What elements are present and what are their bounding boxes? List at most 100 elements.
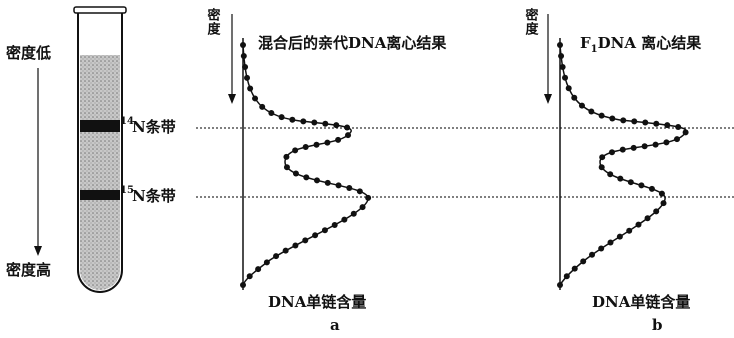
curve-dot <box>365 195 371 201</box>
curve-dot <box>346 185 352 191</box>
curve-dot <box>303 144 309 150</box>
axis-label: 密度 <box>205 7 222 36</box>
x-axis-label: DNA单链含量 <box>268 293 366 311</box>
curve-dot <box>562 75 568 81</box>
curve-dot <box>638 182 644 188</box>
band-14n <box>80 120 120 132</box>
curve-dot <box>336 182 342 188</box>
curve-dot <box>303 174 309 180</box>
tube-bottom-label: 密度高 <box>6 261 51 279</box>
curve-dot <box>598 246 604 252</box>
curve-dot <box>284 164 290 170</box>
curve-dot <box>255 266 261 272</box>
curve-dot <box>259 104 265 110</box>
curve-dot <box>675 124 681 130</box>
band-label: N条带 <box>132 118 176 136</box>
diagram: 密度低 密度高 14 N条带 15 N条带 密度 混合后的亲代DNA离心结果 D… <box>0 0 734 338</box>
curve-dot <box>341 217 347 223</box>
curve-dot <box>292 147 298 153</box>
curve-dot <box>661 200 667 206</box>
curve-dot <box>609 149 615 155</box>
axis-label: 密度 <box>523 7 540 36</box>
curve-dot <box>357 188 363 194</box>
curve-dot <box>620 117 626 123</box>
curve-dot <box>314 177 320 183</box>
curve-dot <box>292 242 298 248</box>
curve-dot <box>659 191 665 197</box>
curve-dot <box>572 266 578 272</box>
curve-dot <box>240 282 246 288</box>
curve-dot <box>557 42 563 48</box>
curve-dot <box>609 115 615 121</box>
curve-dot <box>242 64 248 70</box>
curve-dot <box>344 125 350 131</box>
curve-dot <box>626 228 632 234</box>
curve-dot <box>557 282 563 288</box>
curve-dot <box>674 136 680 142</box>
curve-dot <box>599 113 605 119</box>
curve-dot <box>289 117 295 123</box>
curve-dot <box>599 154 605 160</box>
curve-dot <box>247 273 253 279</box>
curve-dot <box>268 110 274 116</box>
curve-dot <box>283 248 289 254</box>
test-tube <box>74 7 126 292</box>
curve-dot <box>558 53 564 59</box>
curve-dot <box>620 147 626 153</box>
curve-dot <box>642 143 648 149</box>
curve-dot <box>607 171 613 177</box>
curve-dot <box>580 258 586 264</box>
curve-dot <box>653 208 659 214</box>
curve-dot <box>608 240 614 246</box>
curve-dot <box>283 154 289 160</box>
curve-dot <box>631 145 637 151</box>
tube-top-label: 密度低 <box>6 44 51 62</box>
curve <box>243 45 368 285</box>
curve-dot <box>664 122 670 128</box>
curve-dot <box>333 122 339 128</box>
curve-dot <box>642 120 648 126</box>
curve-dot <box>351 211 357 217</box>
curve-dot <box>252 95 258 101</box>
curve-dot <box>332 222 338 228</box>
panel-a: 密度 混合后的亲代DNA离心结果 DNA单链含量 a <box>205 7 448 334</box>
curve-dot <box>566 85 572 91</box>
curve-dot <box>240 42 246 48</box>
curve-dot <box>302 237 308 243</box>
arrow-head <box>34 246 42 256</box>
curve-dot <box>247 86 253 92</box>
curve-dot <box>279 114 285 120</box>
x-axis-label: DNA单链含量 <box>592 293 690 311</box>
curve-dot <box>653 121 659 127</box>
caption: a <box>330 316 340 334</box>
curve-dot <box>300 118 306 124</box>
curve-dot <box>571 95 577 101</box>
curve-dot <box>293 171 299 177</box>
curve-dot <box>273 253 279 259</box>
curve-dot <box>312 232 318 238</box>
curve-dot <box>649 186 655 192</box>
curve-dot <box>653 142 659 148</box>
curve-dot <box>264 259 270 265</box>
curve-dot <box>628 179 634 185</box>
curve-dot <box>663 139 669 145</box>
panel-title: 混合后的亲代DNA离心结果 <box>258 34 447 52</box>
curve-dot <box>588 109 594 115</box>
curve-dot <box>244 75 250 81</box>
panel-title: F1DNA 离心结果 <box>580 34 702 55</box>
curve-dot <box>617 234 623 240</box>
curve-dot <box>560 64 566 70</box>
curve-dot <box>589 252 595 258</box>
curve-dot <box>314 142 320 148</box>
curve-dot <box>345 132 351 138</box>
curve-dot <box>311 119 317 125</box>
caption: b <box>652 316 663 334</box>
curve-dot <box>335 137 341 143</box>
curve-dot <box>635 222 641 228</box>
curve-dot <box>325 180 331 186</box>
title-sub: 1 <box>591 44 598 55</box>
curve-dot <box>645 215 651 221</box>
curve-dot <box>579 103 585 109</box>
curve-dot <box>617 176 623 182</box>
curve-dot <box>322 227 328 233</box>
